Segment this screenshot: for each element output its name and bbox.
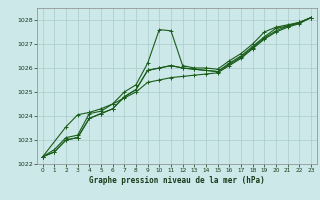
X-axis label: Graphe pression niveau de la mer (hPa): Graphe pression niveau de la mer (hPa): [89, 176, 265, 185]
